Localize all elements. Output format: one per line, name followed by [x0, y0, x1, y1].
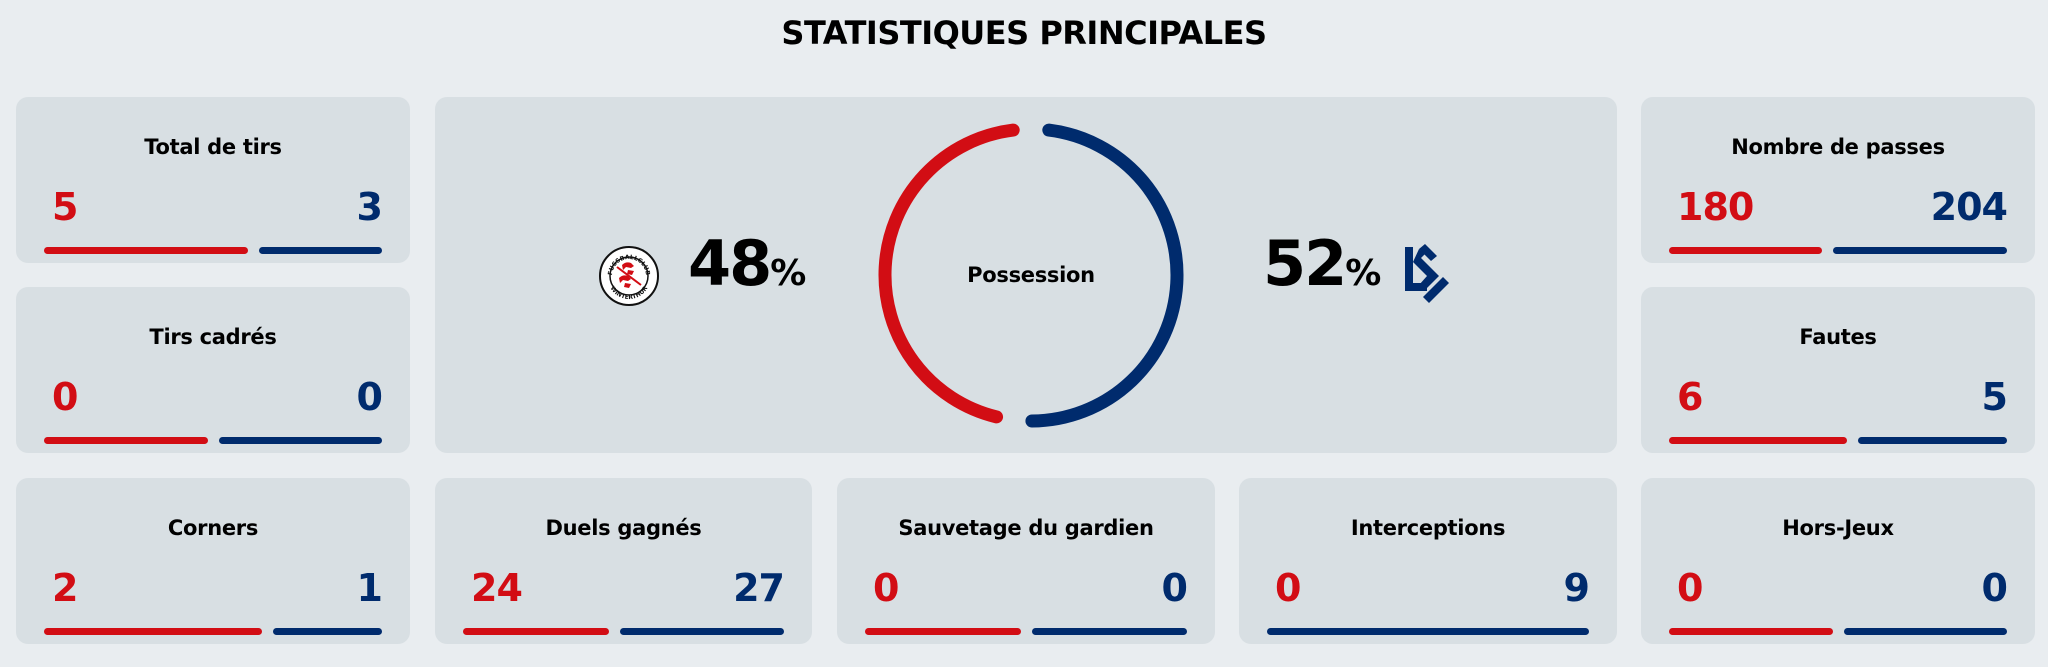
stat-comparison-bar	[44, 247, 382, 254]
stat-comparison-bar	[1669, 437, 2007, 444]
stat-home-value: 2	[52, 566, 78, 610]
possession-label: Possession	[967, 263, 1095, 287]
away-bar	[1267, 628, 1589, 635]
home-bar	[865, 628, 1021, 635]
away-bar	[619, 628, 784, 635]
stat-label: Corners	[167, 516, 259, 540]
stat-home-value: 6	[1677, 375, 1703, 419]
stat-home-value: 180	[1677, 185, 1754, 229]
away-bar	[1843, 628, 2007, 635]
possession-ring-chart	[878, 123, 1184, 428]
away-bar	[259, 247, 382, 254]
home-bar	[44, 628, 262, 635]
stat-away-value: 27	[733, 566, 785, 610]
stat-away-value: 0	[1161, 566, 1188, 610]
stat-away-value: 204	[1930, 185, 2008, 229]
away-bar	[1858, 437, 2007, 444]
stat-card-total-tirs: Total de tirs 5 3	[16, 97, 410, 263]
stat-home-value: 5	[52, 185, 78, 229]
stat-label: Total de tirs	[144, 135, 282, 159]
stat-label: Tirs cadrés	[149, 325, 277, 349]
away-bar	[1833, 247, 2007, 254]
stat-label: Interceptions	[1350, 516, 1506, 540]
stat-away-value: 9	[1563, 566, 1590, 610]
home-bar	[44, 247, 249, 254]
stat-label: Nombre de passes	[1731, 135, 1945, 159]
page-title: STATISTIQUES PRINCIPALES	[781, 14, 1267, 52]
stat-away-value: 1	[356, 566, 383, 610]
stat-comparison-bar	[1669, 247, 2007, 254]
stat-away-value: 0	[356, 375, 383, 419]
fc-winterthur-crest-icon: FUSSBALLCLUB WINTERTHUR	[599, 246, 659, 306]
stat-home-value: 0	[1275, 566, 1301, 610]
stat-card-corners: Corners 2 1	[16, 478, 410, 644]
stat-label: Hors-Jeux	[1782, 516, 1894, 540]
stat-home-value: 24	[471, 566, 523, 610]
stat-comparison-bar	[44, 437, 382, 444]
stat-label: Fautes	[1799, 325, 1877, 349]
stat-home-value: 0	[52, 375, 78, 419]
possession-card: FUSSBALLCLUB WINTERTHUR 48% Possession 5…	[435, 97, 1617, 453]
stat-home-value: 0	[1677, 566, 1703, 610]
stat-away-value: 0	[1981, 566, 2008, 610]
stat-comparison-bar	[1267, 628, 1589, 635]
stat-away-value: 5	[1981, 375, 2008, 419]
stat-comparison-bar	[44, 628, 382, 635]
home-bar	[1669, 247, 1823, 254]
home-bar	[44, 437, 208, 444]
away-bar	[218, 437, 382, 444]
lausanne-sport-ls-logo-icon	[1405, 244, 1449, 303]
home-bar	[463, 628, 609, 635]
possession-away-value: 52%	[1263, 227, 1382, 300]
stat-comparison-bar	[1669, 628, 2007, 635]
stat-card-duels-gagnes: Duels gagnés 24 27	[435, 478, 812, 644]
stat-home-value: 0	[873, 566, 899, 610]
away-bar	[273, 628, 382, 635]
stat-label: Sauvetage du gardien	[898, 516, 1154, 540]
home-bar	[1669, 628, 1833, 635]
possession-home-value: 48%	[688, 227, 807, 300]
stat-card-tirs-cadres: Tirs cadrés 0 0	[16, 287, 410, 453]
stat-card-hors-jeux: Hors-Jeux 0 0	[1641, 478, 2035, 644]
stat-card-interceptions: Interceptions 0 9	[1239, 478, 1617, 644]
stat-label: Duels gagnés	[545, 516, 702, 540]
stat-card-fautes: Fautes 6 5	[1641, 287, 2035, 453]
stat-card-sauvetage-gardien: Sauvetage du gardien 0 0	[837, 478, 1215, 644]
stat-away-value: 3	[356, 185, 383, 229]
home-bar	[1669, 437, 1848, 444]
stat-card-nombre-passes: Nombre de passes 180 204	[1641, 97, 2035, 263]
away-bar	[1031, 628, 1187, 635]
stat-comparison-bar	[463, 628, 784, 635]
stat-comparison-bar	[865, 628, 1187, 635]
